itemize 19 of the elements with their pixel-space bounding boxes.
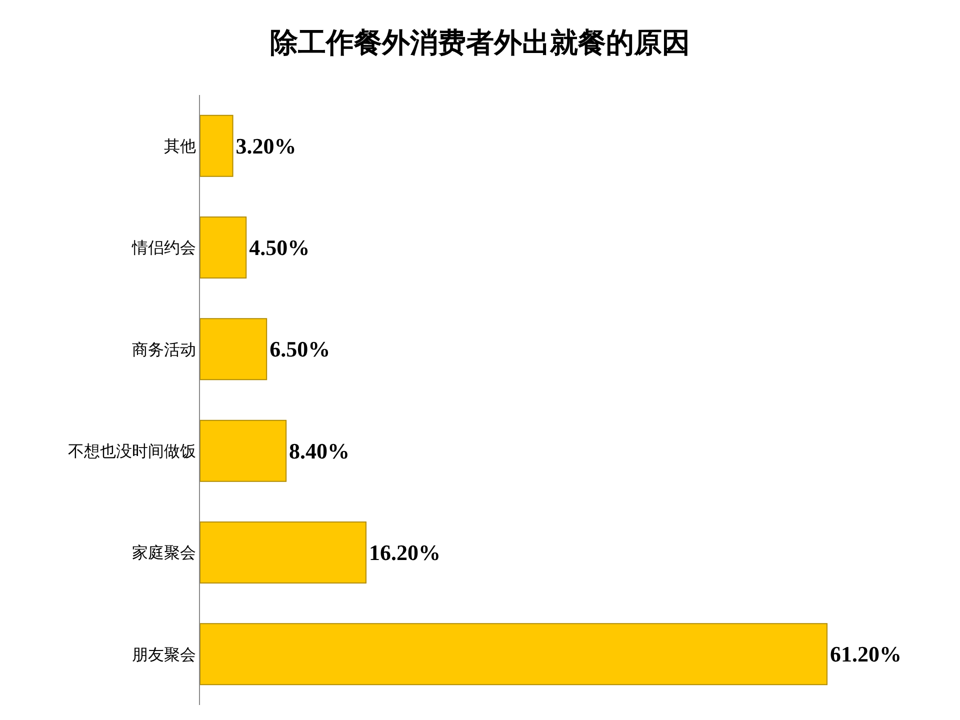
y-tick-label: 不想也没时间做饭 — [68, 441, 196, 460]
bar — [200, 420, 287, 482]
data-label: 61.20% — [830, 642, 902, 667]
y-tick-label: 情侣约会 — [130, 238, 196, 258]
y-tick-label: 其他 — [164, 136, 196, 156]
data-label: 16.20% — [368, 540, 440, 565]
y-tick-label: 朋友聚会 — [132, 644, 196, 664]
data-label: 6.50% — [270, 336, 330, 362]
bar — [200, 318, 268, 380]
chart-title: 除工作餐外消费者外出就餐的原因 — [270, 26, 690, 59]
data-label: 8.40% — [289, 438, 350, 464]
data-label: 4.50% — [249, 235, 310, 260]
data-label: 3.20% — [236, 133, 296, 158]
bar — [200, 623, 828, 686]
y-tick-label: 家庭聚会 — [132, 543, 196, 562]
bar — [200, 114, 234, 177]
bar — [200, 216, 247, 278]
bar — [200, 522, 366, 584]
y-tick-label: 商务活动 — [132, 340, 196, 359]
